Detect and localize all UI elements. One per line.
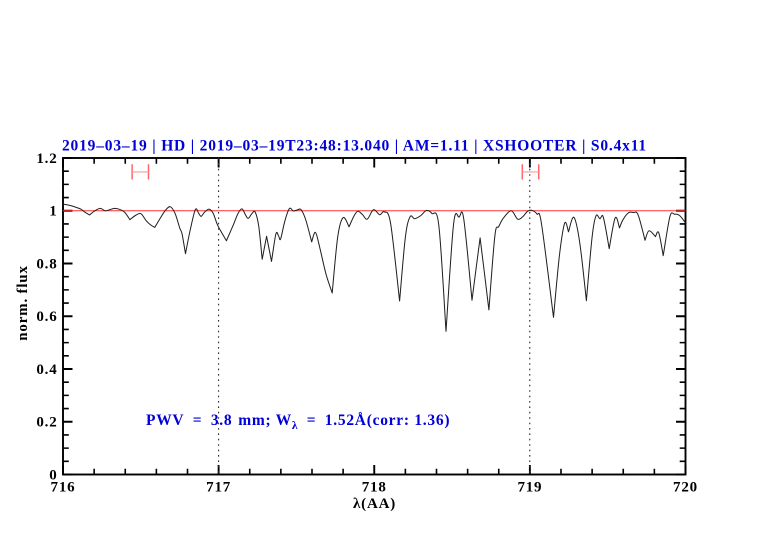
svg-text:719: 719 xyxy=(517,480,542,496)
svg-text:717: 717 xyxy=(206,480,231,496)
svg-text:0.4: 0.4 xyxy=(36,362,57,378)
svg-text:1.2: 1.2 xyxy=(36,151,57,167)
svg-text:720: 720 xyxy=(673,480,698,496)
svg-text:λ(AA): λ(AA) xyxy=(353,496,396,512)
svg-text:0.8: 0.8 xyxy=(36,256,57,272)
svg-text:norm. flux: norm. flux xyxy=(15,265,31,341)
svg-text:1: 1 xyxy=(49,204,57,220)
svg-text:2019–03–19 | HD | 2019–03–19T2: 2019–03–19 | HD | 2019–03–19T23:48:13.04… xyxy=(62,138,647,155)
svg-text:0.2: 0.2 xyxy=(36,415,57,431)
svg-text:0.6: 0.6 xyxy=(36,309,57,325)
svg-text:0: 0 xyxy=(49,467,57,483)
svg-text:716: 716 xyxy=(51,480,76,496)
svg-text:PWV = 3.8 mm; Wλ = 1.52Å(corr:: PWV = 3.8 mm; Wλ = 1.52Å(corr: 1.36) xyxy=(146,412,450,432)
svg-text:718: 718 xyxy=(362,480,387,496)
